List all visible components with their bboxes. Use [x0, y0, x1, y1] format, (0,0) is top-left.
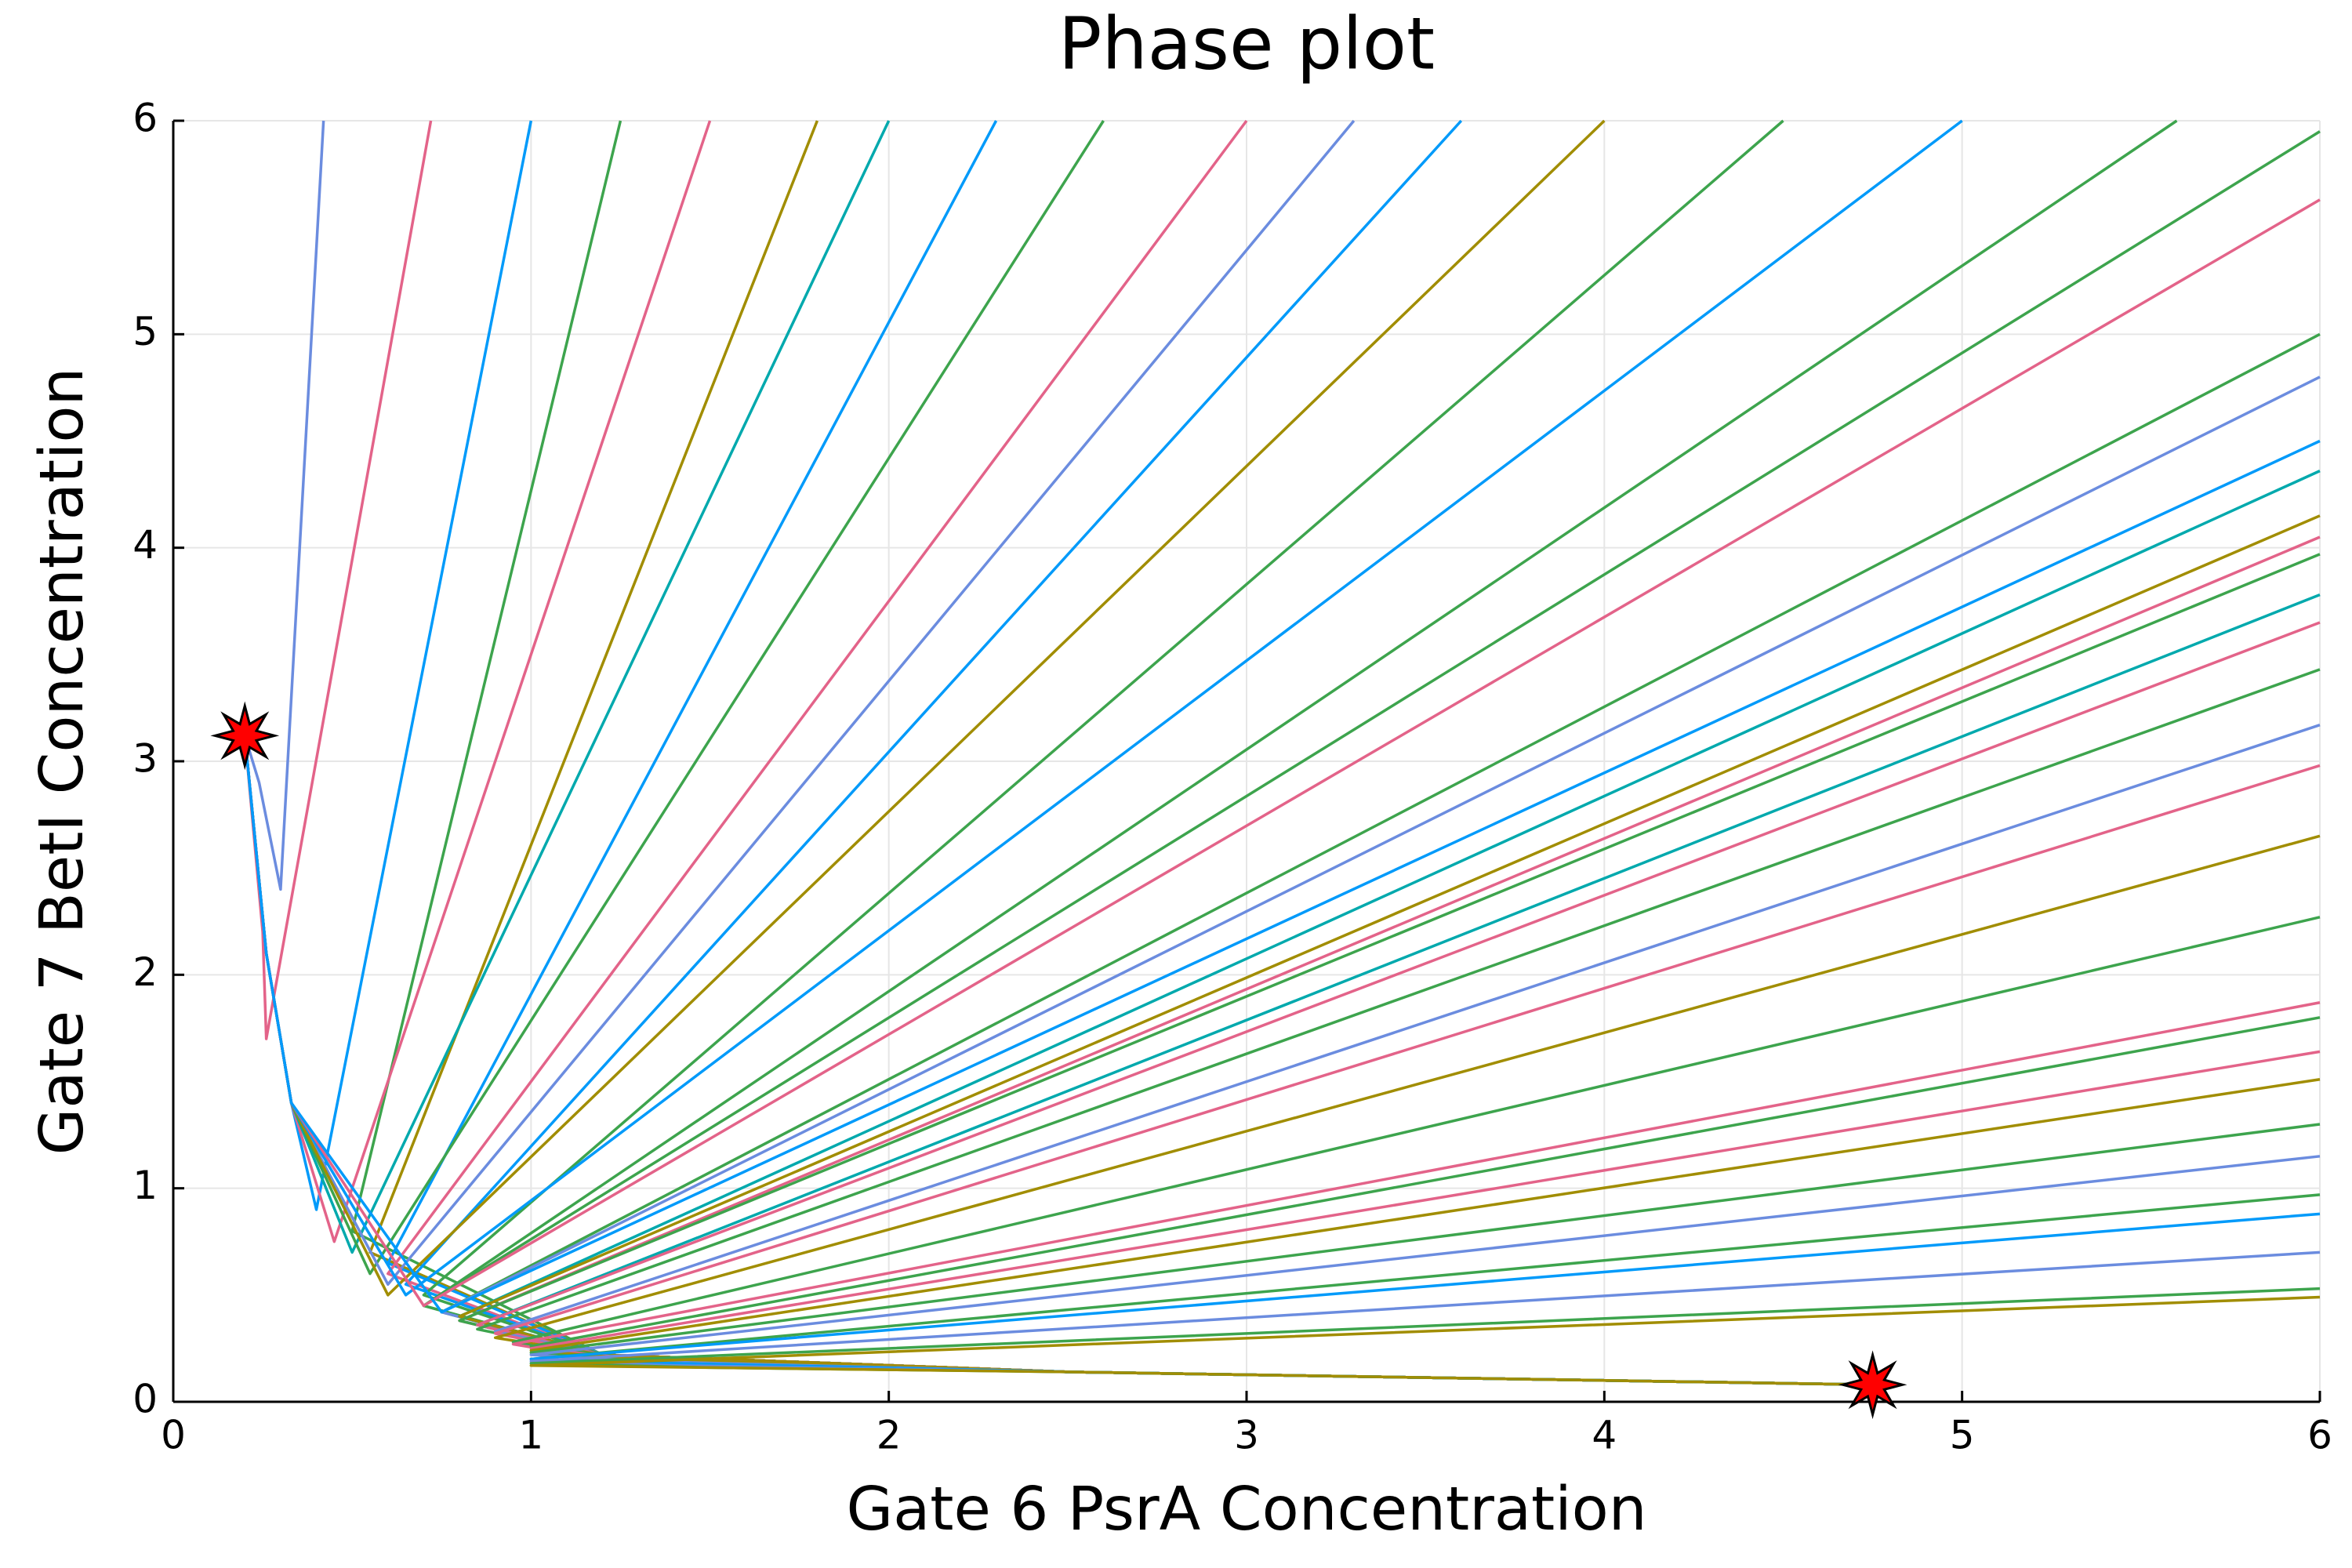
x-tick-label: 2 [877, 1413, 902, 1458]
trajectory [529, 1155, 2321, 1386]
trajectory [243, 119, 1606, 1297]
trajectory [243, 120, 433, 1040]
trajectory [422, 119, 1873, 1386]
trajectories [243, 119, 2321, 1386]
trajectory [476, 668, 2321, 1386]
trajectory [458, 514, 2321, 1386]
y-tick-label: 3 [132, 736, 158, 782]
x-tick-label: 5 [1950, 1413, 1975, 1458]
x-tick-label: 1 [518, 1413, 543, 1458]
steady-state-marker [1838, 1350, 1907, 1420]
y-tick-label: 0 [132, 1377, 158, 1422]
x-tick-label: 6 [2307, 1413, 2332, 1458]
trajectory [243, 120, 1105, 1276]
trajectory [243, 439, 2321, 1314]
trajectory [493, 764, 2321, 1386]
trajectory [529, 1295, 2321, 1386]
x-tick-label: 0 [161, 1413, 186, 1458]
y-tick-label: 6 [132, 96, 158, 141]
y-tick-label: 2 [132, 949, 158, 995]
trajectory [243, 198, 2321, 1308]
trajectory [243, 119, 1356, 1286]
trajectory [511, 916, 2321, 1386]
y-tick-label: 5 [132, 309, 158, 354]
y-tick-label: 1 [132, 1163, 158, 1208]
y-tick-label: 4 [132, 522, 158, 568]
trajectory [243, 120, 325, 891]
x-tick-label: 3 [1234, 1413, 1259, 1458]
steady-state-marker [210, 701, 280, 771]
trajectory [422, 130, 2321, 1386]
chart-title: Phase plot [1058, 2, 1435, 85]
axes: 0 1 2 3 4 5 6 0 1 2 3 4 5 6 [132, 96, 2332, 1458]
x-axis-label: Gate 6 PsrA Concentration [846, 1475, 1646, 1544]
y-axis-label: Gate 7 BetI Concentration [27, 368, 97, 1156]
x-tick-label: 4 [1592, 1413, 1617, 1458]
